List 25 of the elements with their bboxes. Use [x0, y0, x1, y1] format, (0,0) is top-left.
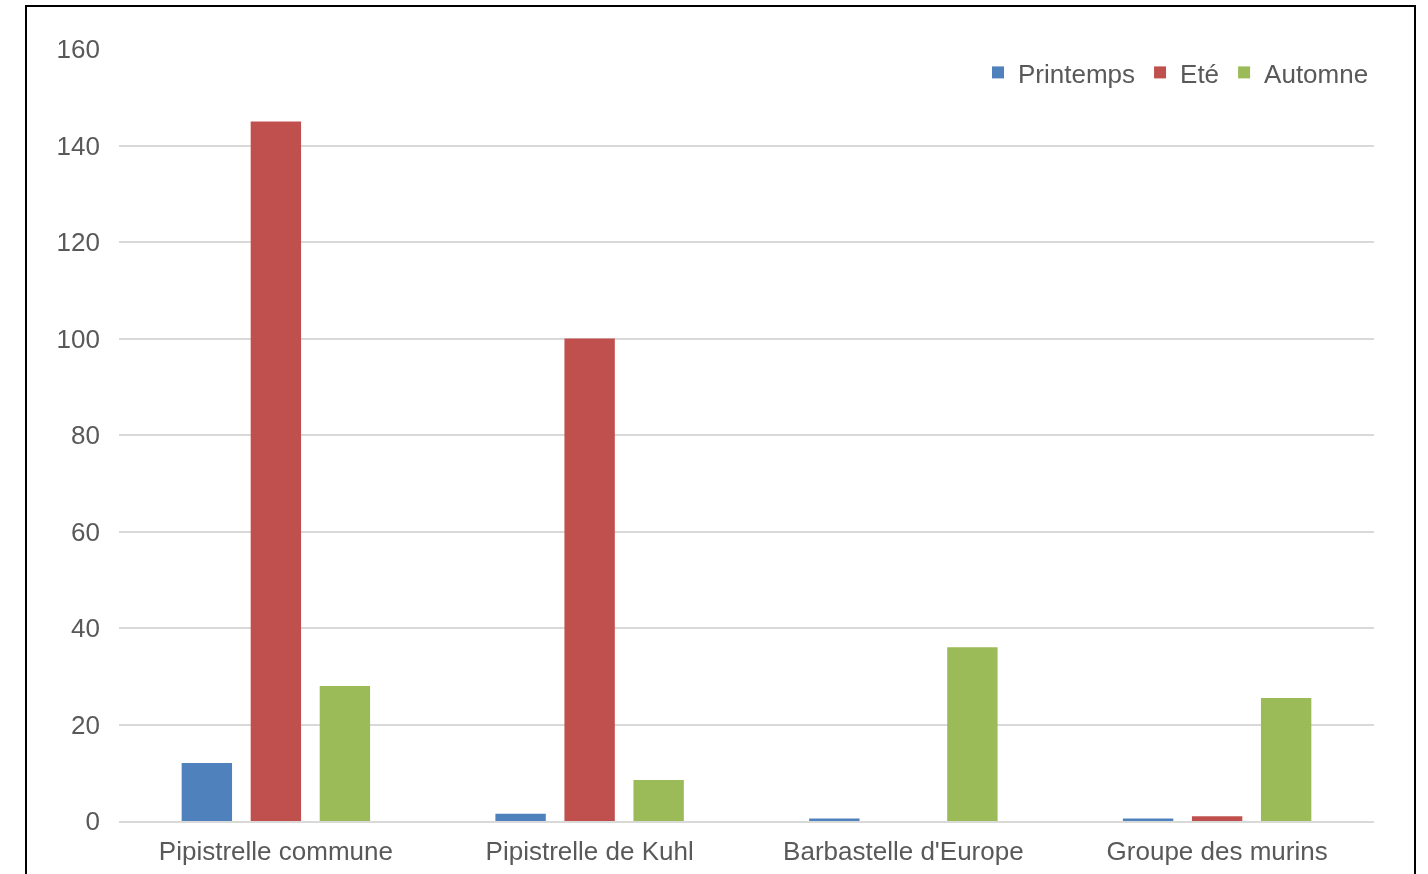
legend-label: Automne	[1264, 58, 1369, 89]
legend-label: Eté	[1180, 58, 1220, 89]
bar	[947, 647, 998, 821]
y-tick-label: 80	[71, 420, 100, 451]
y-tick-label: 60	[71, 516, 100, 547]
x-tick-label: Barbastelle d'Europe	[783, 835, 1024, 866]
x-tick-label: Pipistrelle commune	[158, 835, 393, 866]
legend-label: Printemps	[1018, 58, 1136, 89]
y-tick-label: 0	[85, 806, 100, 837]
y-tick-label: 160	[56, 34, 100, 65]
bar	[319, 685, 371, 821]
y-tick-label: 40	[71, 613, 100, 644]
y-tick-label: 20	[71, 709, 100, 740]
bar	[1260, 697, 1312, 821]
bar	[564, 338, 615, 821]
y-tick-label: 120	[56, 227, 100, 258]
bar	[1191, 816, 1243, 821]
bar	[495, 813, 546, 821]
y-tick-label: 140	[56, 130, 100, 161]
bar	[633, 779, 684, 821]
bar	[250, 121, 302, 821]
x-tick-label: Groupe des murins	[1106, 835, 1328, 866]
x-tick-label: Pipistrelle de Kuhl	[485, 835, 694, 866]
y-tick-label: 100	[56, 323, 100, 354]
bar	[181, 763, 233, 821]
